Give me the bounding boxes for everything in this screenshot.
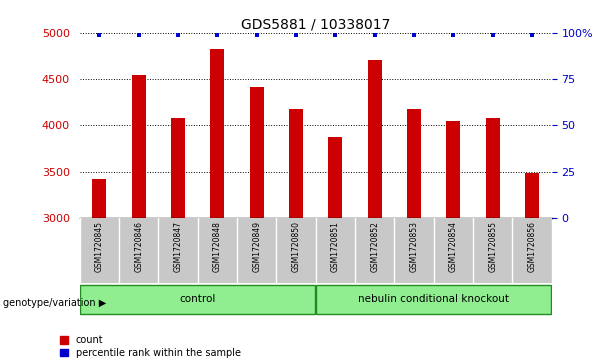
Point [291, 33, 301, 38]
Text: GSM1720847: GSM1720847 [173, 221, 183, 272]
FancyBboxPatch shape [80, 285, 315, 314]
Point [94, 33, 104, 38]
Point [488, 33, 498, 38]
Bar [486, 118, 500, 218]
Text: GSM1720854: GSM1720854 [449, 221, 458, 272]
Text: GSM1720855: GSM1720855 [488, 221, 497, 272]
Text: GSM1720856: GSM1720856 [528, 221, 536, 272]
Bar [93, 179, 106, 218]
Point [173, 33, 183, 38]
Bar [368, 60, 381, 218]
Text: GSM1720845: GSM1720845 [95, 221, 104, 272]
Text: GSM1720848: GSM1720848 [213, 221, 222, 272]
Bar [289, 110, 303, 218]
Text: GSM1720849: GSM1720849 [252, 221, 261, 272]
Text: GSM1720852: GSM1720852 [370, 221, 379, 272]
Bar [171, 118, 185, 218]
Text: GSM1720851: GSM1720851 [331, 221, 340, 272]
Point [213, 33, 223, 38]
Text: GSM1720846: GSM1720846 [134, 221, 143, 272]
Point [252, 33, 262, 38]
Point [330, 33, 340, 38]
Text: control: control [180, 294, 216, 304]
Bar [329, 137, 342, 218]
Bar [132, 75, 145, 218]
Bar [210, 49, 224, 218]
Bar [250, 87, 264, 218]
Point [527, 33, 537, 38]
Point [409, 33, 419, 38]
Bar [446, 121, 460, 218]
Point [449, 33, 459, 38]
Text: nebulin conditional knockout: nebulin conditional knockout [358, 294, 509, 304]
Text: genotype/variation ▶: genotype/variation ▶ [3, 298, 106, 308]
Text: GSM1720850: GSM1720850 [292, 221, 300, 272]
Text: GSM1720853: GSM1720853 [409, 221, 419, 272]
Bar [407, 110, 421, 218]
Point [370, 33, 379, 38]
Legend: count, percentile rank within the sample: count, percentile rank within the sample [60, 335, 240, 358]
FancyBboxPatch shape [316, 285, 551, 314]
Bar [525, 174, 539, 218]
Point [134, 33, 143, 38]
Title: GDS5881 / 10338017: GDS5881 / 10338017 [241, 17, 390, 32]
